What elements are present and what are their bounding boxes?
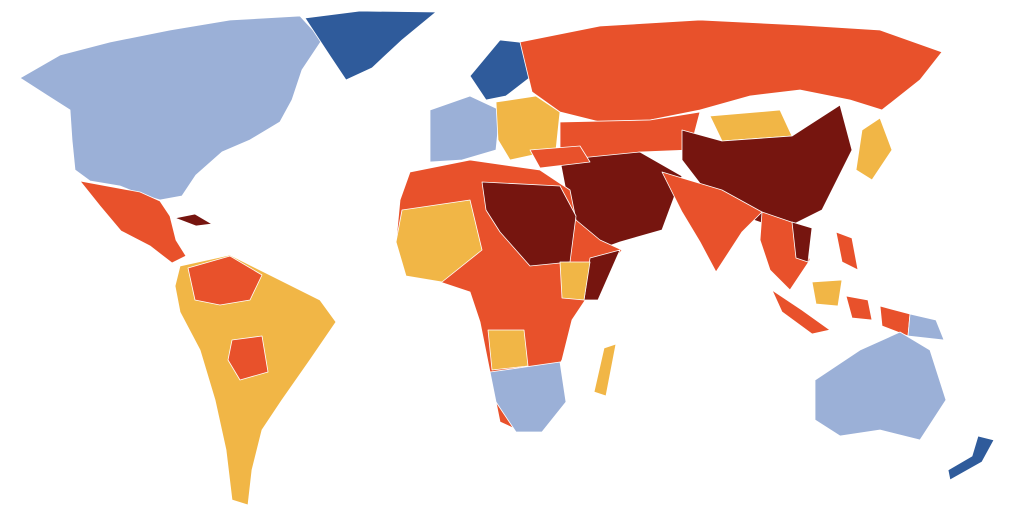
india bbox=[661, 171, 763, 273]
southern-africa bbox=[489, 361, 567, 433]
indonesia-east bbox=[845, 295, 873, 321]
angola-region bbox=[487, 329, 529, 371]
south-america bbox=[174, 254, 337, 506]
philippines bbox=[835, 231, 859, 271]
russia bbox=[519, 19, 943, 123]
venezuela-colombia bbox=[187, 255, 263, 306]
west-africa bbox=[395, 199, 483, 283]
australia bbox=[814, 331, 947, 441]
bolivia bbox=[227, 335, 269, 381]
borneo bbox=[811, 279, 843, 307]
madagascar bbox=[593, 343, 617, 397]
western-europe bbox=[429, 95, 501, 163]
new-zealand bbox=[947, 435, 995, 481]
japan bbox=[855, 117, 893, 181]
indonesia-west bbox=[771, 289, 831, 335]
new-guinea-west bbox=[879, 305, 911, 337]
turkey bbox=[529, 145, 591, 169]
papua-new-guinea bbox=[907, 313, 945, 341]
north-america bbox=[19, 15, 323, 201]
vietnam bbox=[791, 221, 813, 263]
mexico-central-america bbox=[79, 180, 187, 264]
north-east-africa bbox=[481, 181, 577, 267]
cuba bbox=[174, 213, 213, 227]
mongolia bbox=[709, 109, 793, 142]
greenland bbox=[304, 10, 437, 81]
east-africa bbox=[559, 261, 591, 301]
